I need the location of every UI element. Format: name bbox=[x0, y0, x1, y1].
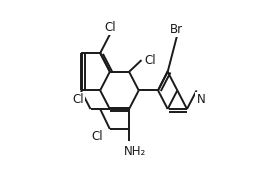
Text: Cl: Cl bbox=[144, 54, 156, 67]
Text: Cl: Cl bbox=[91, 130, 102, 143]
Text: NH₂: NH₂ bbox=[124, 144, 146, 158]
Text: Cl: Cl bbox=[104, 21, 116, 34]
Text: Cl: Cl bbox=[73, 93, 84, 106]
Text: N: N bbox=[196, 93, 205, 106]
Text: Br: Br bbox=[170, 23, 183, 36]
